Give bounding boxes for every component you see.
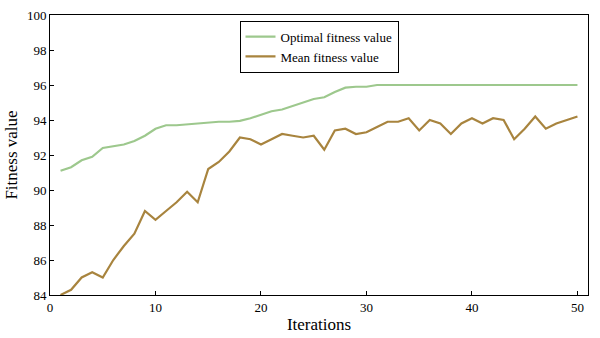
svg-text:50: 50 [571,300,584,315]
svg-text:98: 98 [33,43,46,58]
svg-text:92: 92 [33,148,46,163]
svg-text:0: 0 [47,300,54,315]
svg-text:84: 84 [33,288,47,303]
svg-text:30: 30 [360,300,373,315]
svg-text:94: 94 [33,113,47,128]
svg-text:20: 20 [254,300,267,315]
svg-text:90: 90 [33,183,46,198]
svg-text:Fitness value: Fitness value [2,110,21,199]
svg-text:96: 96 [33,78,47,93]
svg-text:10: 10 [149,300,162,315]
svg-text:Mean fitness value: Mean fitness value [281,50,379,65]
svg-text:Iterations: Iterations [287,315,351,334]
svg-text:86: 86 [33,253,47,268]
svg-text:88: 88 [33,218,46,233]
svg-text:Optimal fitness value: Optimal fitness value [281,30,392,45]
svg-text:100: 100 [27,8,47,23]
svg-text:40: 40 [465,300,478,315]
